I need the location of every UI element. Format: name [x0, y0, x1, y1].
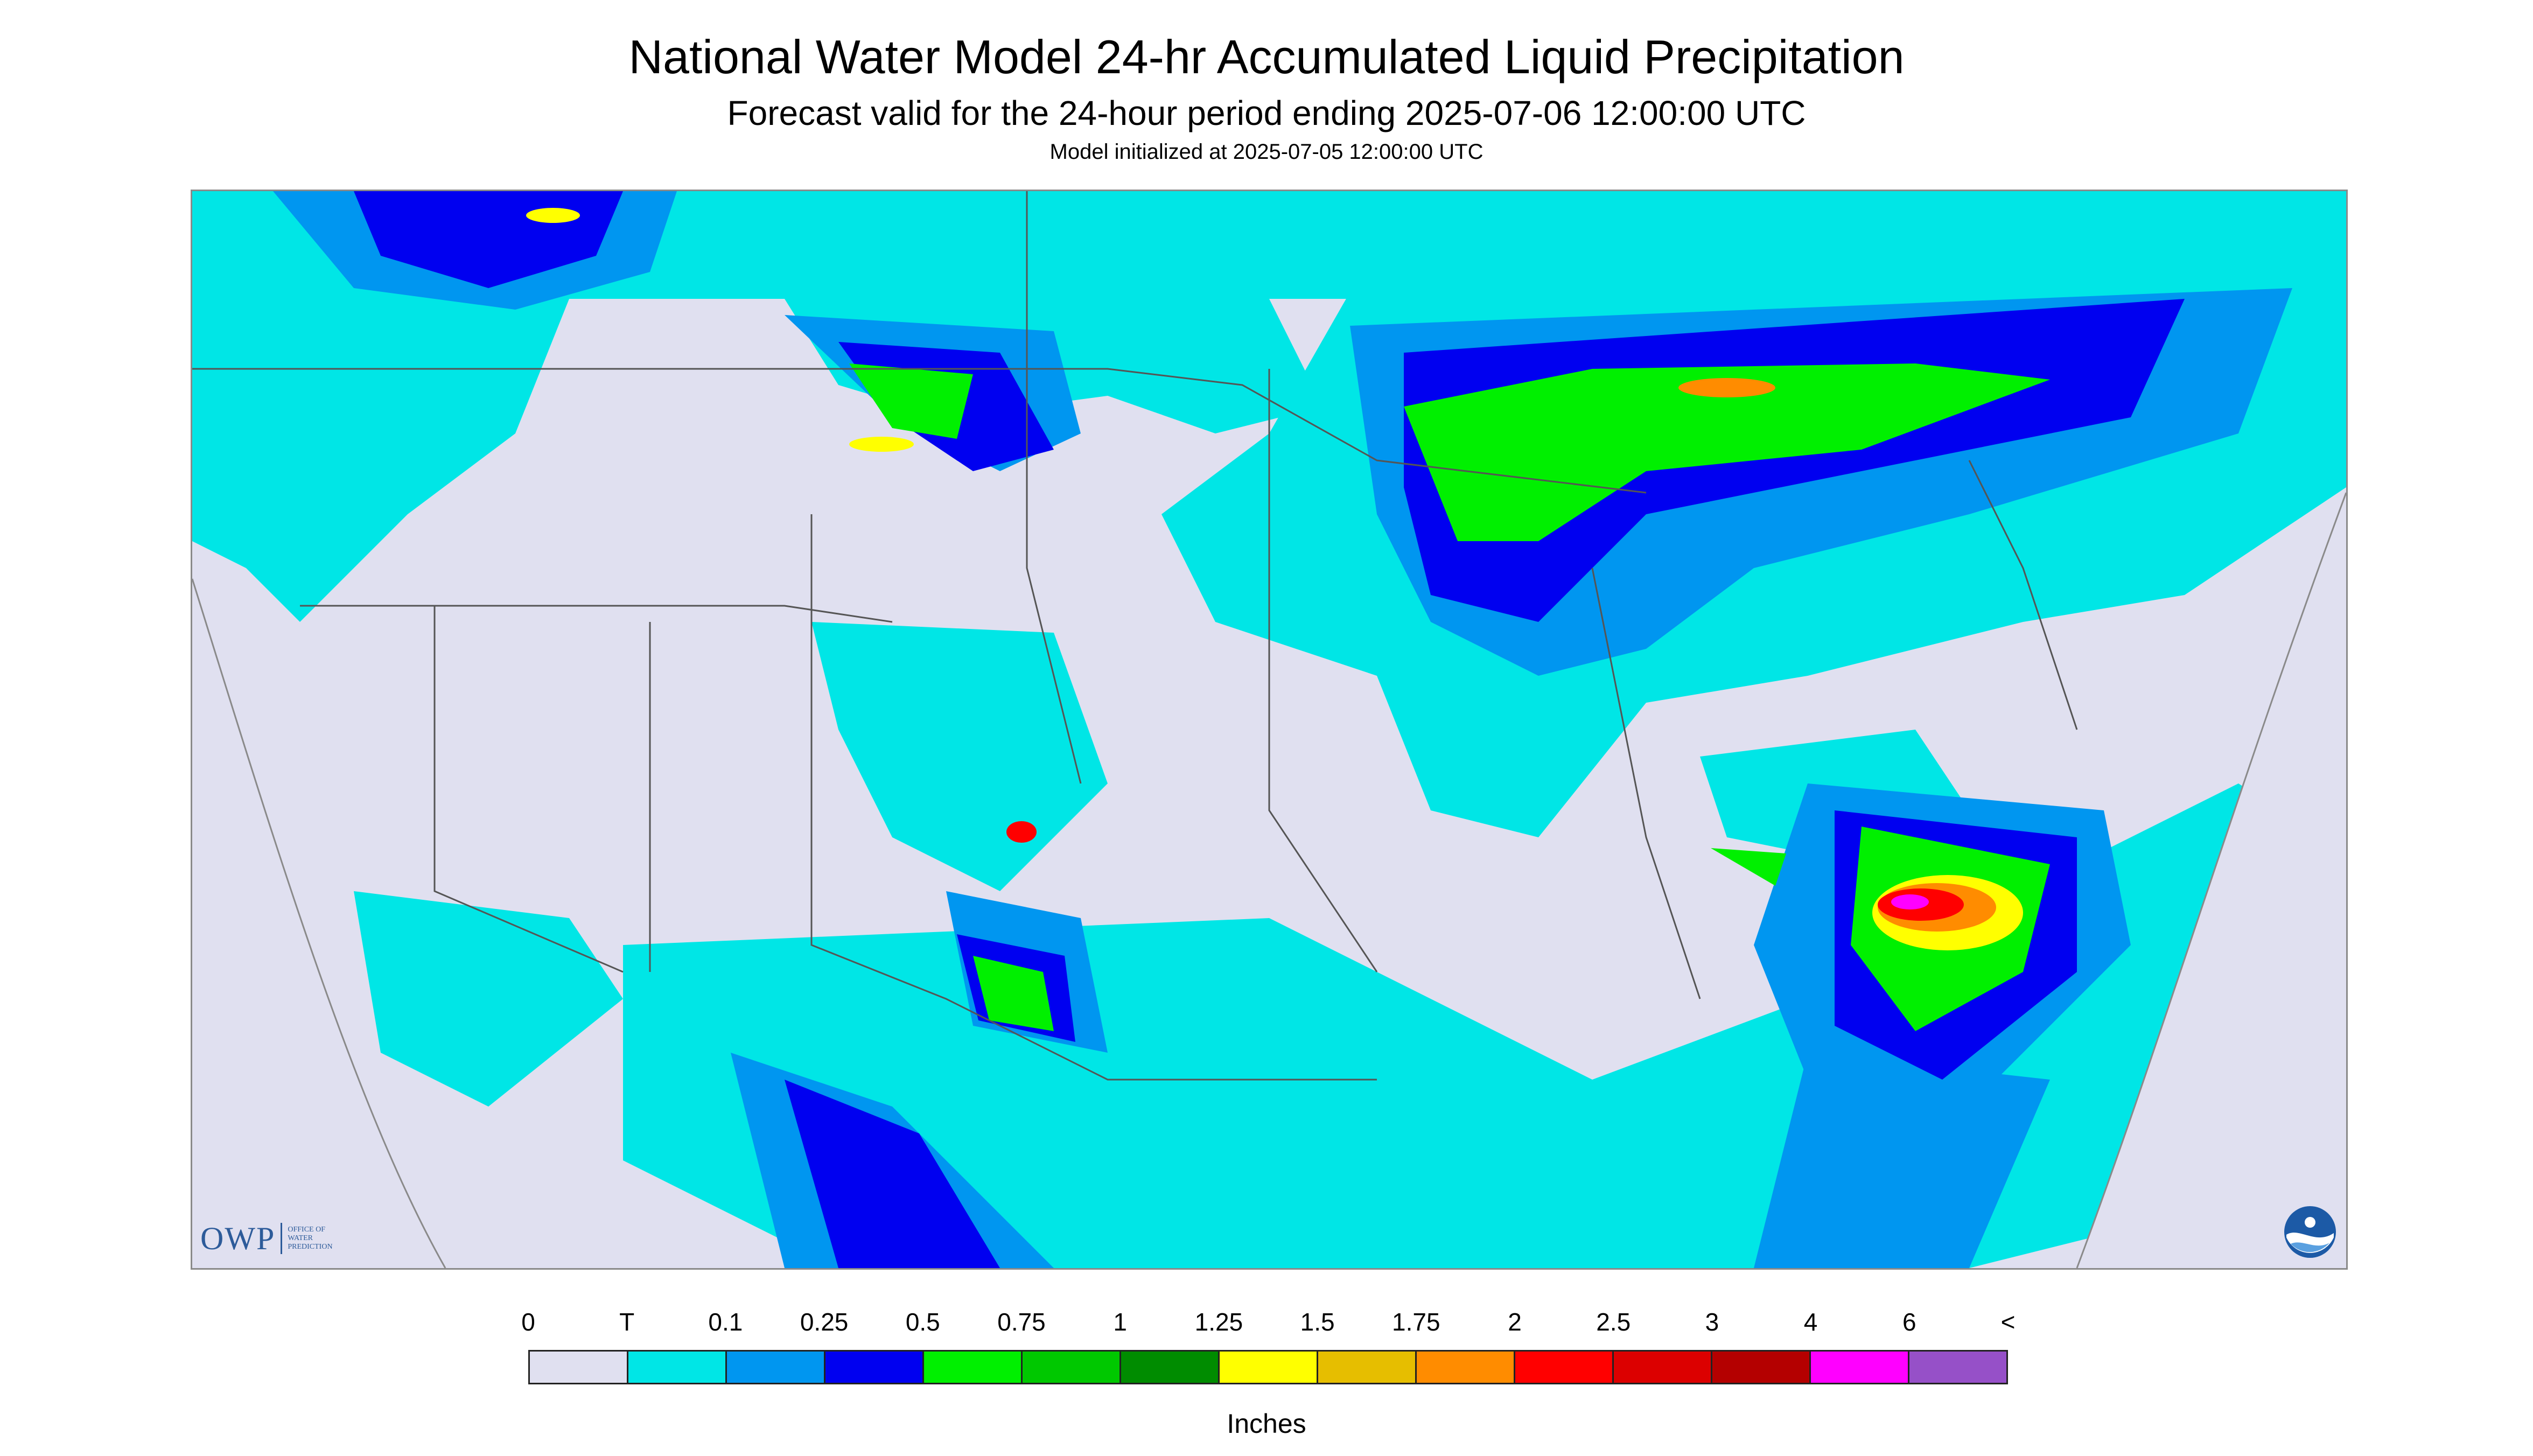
- legend-tick-label: 2.5: [1596, 1308, 1631, 1336]
- legend-tick-label: 0.1: [708, 1308, 743, 1336]
- legend-tick-label: 3: [1705, 1308, 1719, 1336]
- legend-swatch: [924, 1352, 1023, 1383]
- boundary-lines: [192, 191, 2078, 1081]
- owp-line3: PREDICTION: [288, 1243, 333, 1251]
- legend-tick-label: <: [2000, 1308, 2016, 1336]
- legend-swatch: [1220, 1352, 1318, 1383]
- legend-tick-label: 2: [1508, 1308, 1522, 1336]
- owp-mark: OWP: [200, 1220, 276, 1256]
- legend-swatch: [1121, 1352, 1220, 1383]
- legend-tick-label: 0.5: [905, 1308, 940, 1336]
- forecast-subtitle: Forecast valid for the 24-hour period en…: [727, 94, 1806, 132]
- owp-line2: WATER: [288, 1234, 313, 1242]
- legend-swatch: [1909, 1352, 2006, 1383]
- legend-swatch: [530, 1352, 628, 1383]
- noaa-logo-icon: [2284, 1206, 2336, 1258]
- domain-edge: [192, 492, 2346, 1268]
- legend-units: Inches: [1227, 1409, 1306, 1439]
- legend-swatch: [1318, 1352, 1417, 1383]
- legend-swatch: [1614, 1352, 1712, 1383]
- legend-tick-label: 0.75: [997, 1308, 1046, 1336]
- legend-tick-label: 0: [521, 1308, 535, 1336]
- legend-tick-label: 0.25: [800, 1308, 849, 1336]
- precipitation-map: [191, 190, 2348, 1270]
- legend-tick-label: T: [619, 1308, 635, 1336]
- map-title: National Water Model 24-hr Accumulated L…: [628, 30, 1905, 83]
- legend-swatch: [727, 1352, 825, 1383]
- legend-tick-label: 6: [1902, 1308, 1916, 1336]
- owp-text: OFFICE OF WATER PREDICTION: [288, 1226, 332, 1251]
- model-init-time: Model initialized at 2025-07-05 12:00:00…: [1049, 140, 1484, 164]
- legend-swatch: [1811, 1352, 1909, 1383]
- legend-tick-label: 1.75: [1392, 1308, 1440, 1336]
- heavy-precip-layer: [849, 363, 2050, 1031]
- legend-tick-label: 1: [1113, 1308, 1127, 1336]
- legend-swatch: [1712, 1352, 1811, 1383]
- map-svg: [192, 191, 2346, 1268]
- legend-swatch: [1515, 1352, 1614, 1383]
- legend-tick-label: 4: [1803, 1308, 1818, 1336]
- legend-swatch: [1023, 1352, 1121, 1383]
- owp-line1: OFFICE OF: [288, 1226, 325, 1234]
- owp-separator: [281, 1223, 283, 1254]
- legend-swatch: [1417, 1352, 1515, 1383]
- legend-tick-label: 1.5: [1300, 1308, 1335, 1336]
- owp-logo: OWP OFFICE OF WATER PREDICTION: [200, 1220, 333, 1256]
- legend-swatch: [628, 1352, 727, 1383]
- extreme-precip-layer: [526, 208, 2023, 950]
- legend-colorbar: [528, 1350, 2008, 1384]
- legend-swatch: [825, 1352, 924, 1383]
- legend-labels: 0 T 0.1 0.25 0.5 0.75 1 1.25 1.5 1.75 2 2.5 3 4 6 <: [0, 1307, 2533, 1340]
- legend-tick-label: 1.25: [1194, 1308, 1243, 1336]
